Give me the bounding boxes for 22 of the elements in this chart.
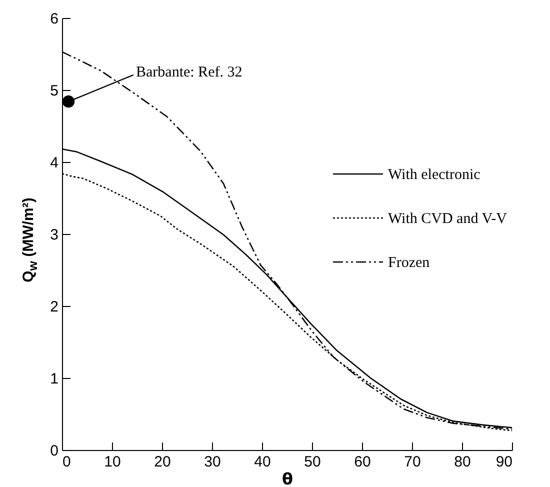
x-tick-label: 80: [454, 454, 471, 470]
legend-label: Frozen: [388, 255, 430, 271]
x-tick-label: 90: [496, 454, 512, 470]
y-tick-label: 6: [50, 10, 58, 28]
x-tick-label: 10: [104, 454, 121, 470]
y-tick-label: 1: [50, 370, 58, 388]
x-tick-label: 30: [204, 454, 221, 470]
y-tick-label: 0: [50, 442, 58, 460]
x-tick-label: 60: [354, 454, 371, 470]
x-tick-label: 20: [154, 454, 171, 470]
legend-label: With electronic: [388, 167, 481, 183]
x-tick-label: 70: [404, 454, 421, 470]
x-tick-label: 50: [304, 454, 321, 470]
annotation: Barbante: Ref. 32: [136, 64, 242, 80]
x-tick-label: 0: [62, 454, 71, 470]
y-tick-label: 2: [50, 298, 58, 316]
y-tick-label: 3: [50, 226, 58, 244]
y-tick-label: 5: [50, 82, 58, 100]
y-tick-label: 4: [50, 154, 58, 172]
x-axis-title: θ: [282, 470, 293, 487]
legend-label: With CVD and V-V: [388, 211, 508, 227]
x-tick-label: 40: [254, 454, 271, 470]
